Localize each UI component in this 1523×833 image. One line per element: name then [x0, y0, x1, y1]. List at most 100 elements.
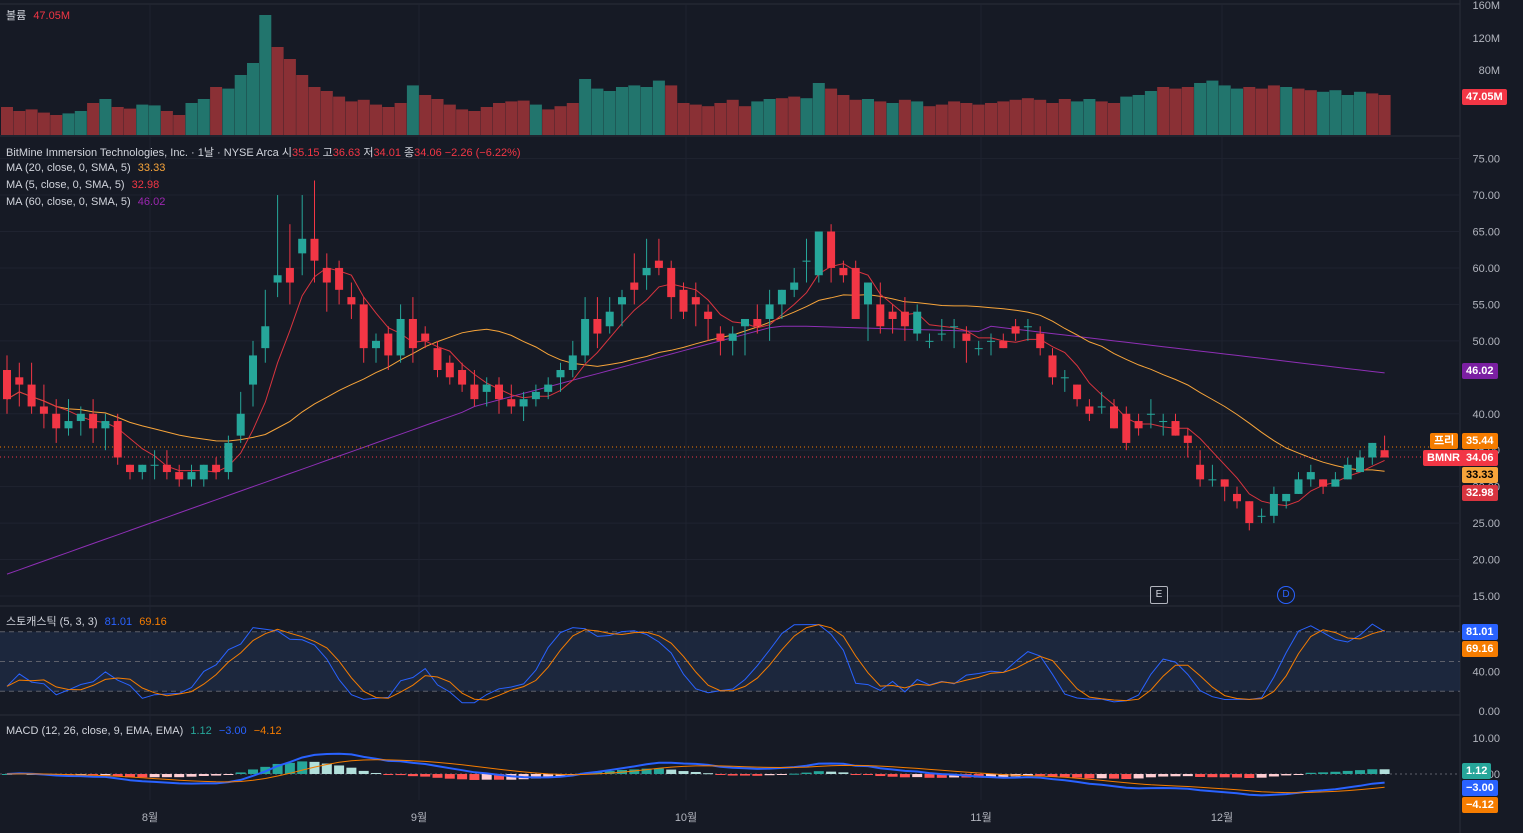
volume-bar — [111, 107, 124, 135]
volume-bar — [616, 87, 628, 135]
macd-histogram-bar — [186, 774, 197, 777]
volume-bar — [124, 108, 136, 135]
candle-body — [900, 311, 909, 327]
volume-bar — [1034, 99, 1047, 135]
volume-bar — [1243, 87, 1256, 135]
ma60-line — [6, 325, 1385, 575]
candle-body — [1368, 442, 1377, 458]
volume-bar — [406, 85, 419, 135]
candle-body — [519, 399, 528, 407]
volume-bar — [1144, 91, 1157, 135]
volume-bar — [788, 96, 801, 135]
candle-body — [876, 304, 885, 327]
candle-body — [335, 267, 344, 290]
candle-body — [1269, 493, 1278, 516]
stoch-d-line — [6, 624, 1385, 702]
volume-bar — [296, 75, 309, 135]
macd-histogram-bar — [1059, 774, 1070, 777]
low-label: 저 — [363, 147, 374, 159]
candle-body — [1134, 421, 1143, 429]
stoch-label: 스토캐스틱 (5, 3, 3) — [6, 616, 98, 628]
volume-bar — [333, 96, 346, 135]
stoch-k-line — [6, 623, 1385, 704]
candle-body — [347, 297, 356, 305]
volume-bar — [862, 99, 874, 135]
volume-bar — [1354, 91, 1366, 135]
macd-histogram-bar — [1281, 774, 1292, 776]
candle-body — [1183, 435, 1192, 443]
volume-bar — [800, 98, 813, 135]
price-tick-label: 20.00 — [1472, 555, 1500, 567]
candle-body — [285, 267, 294, 283]
macd-histogram-bar — [198, 774, 209, 776]
candle-body — [618, 297, 626, 305]
volume-bar — [1267, 85, 1280, 135]
macd-histogram-bar — [1232, 774, 1242, 778]
volume-bar — [136, 104, 149, 135]
candle-body — [1294, 479, 1303, 494]
volume-bar — [960, 103, 973, 135]
candle-body — [138, 464, 147, 473]
candle-body — [273, 275, 282, 283]
volume-bar — [923, 106, 936, 135]
volume-bar — [628, 85, 641, 135]
candle-body — [1171, 421, 1180, 436]
volume-bar — [50, 115, 63, 135]
volume-bar — [1341, 95, 1354, 135]
volume-bar — [911, 101, 924, 135]
volume-bar — [1046, 103, 1059, 135]
macd-histogram-bar — [1170, 774, 1181, 777]
macd-histogram-bar — [776, 774, 787, 775]
candle-body — [212, 464, 221, 473]
candle-body — [925, 340, 934, 342]
macd-histogram-bar — [740, 774, 750, 776]
pre-market-label-badge: 프리 — [1430, 433, 1459, 449]
month-label: 9월 — [411, 811, 427, 824]
macd-histogram-bar — [284, 762, 295, 774]
volume-bar — [1169, 88, 1182, 135]
macd-histogram-bar — [149, 774, 160, 778]
candle-body — [421, 333, 430, 341]
candle-body — [1380, 450, 1389, 458]
candle-body — [556, 370, 565, 378]
volume-bar — [62, 113, 75, 135]
volume-bar — [689, 104, 702, 135]
candle-body — [765, 304, 774, 319]
dividend-event-marker[interactable]: D — [1277, 586, 1295, 604]
volume-bar — [1329, 90, 1342, 135]
ma20-legend: MA (20, close, 0, SMA, 5) 33.33 — [6, 161, 169, 175]
macd-histogram-bar — [161, 774, 172, 778]
candle-body — [3, 370, 11, 400]
macd-histogram-bar — [813, 771, 824, 774]
month-label: 8월 — [142, 811, 158, 824]
macd-histogram-bar — [469, 774, 480, 780]
candle-body — [175, 472, 184, 480]
volume-bar — [579, 79, 592, 135]
candle-body — [359, 304, 368, 349]
macd-histogram-bar — [371, 772, 381, 774]
macd-histogram-bar — [875, 774, 886, 777]
volume-bar — [1009, 99, 1022, 135]
earnings-event-marker[interactable]: E — [1150, 586, 1168, 604]
candle-body — [52, 413, 61, 429]
volume-value: 47.05M — [33, 10, 71, 22]
macd-histogram-bar — [1330, 771, 1341, 774]
candle-body — [396, 318, 405, 356]
macd-histogram-bar — [826, 771, 837, 774]
candle-body — [950, 326, 959, 328]
candle-body — [372, 340, 380, 349]
macd-histogram-bar — [1293, 774, 1304, 775]
price-tick-label: 75.00 — [1472, 154, 1500, 166]
candle-body — [1208, 479, 1217, 481]
macd-histogram-bar — [1318, 772, 1329, 774]
volume-bar — [283, 59, 296, 135]
volume-bar — [345, 101, 358, 135]
symbol-name: BitMine Immersion Technologies, Inc. · 1… — [6, 147, 279, 159]
price-tick-label: 15.00 — [1472, 591, 1500, 603]
open-label: 시 — [281, 147, 292, 159]
candle-body — [667, 267, 676, 298]
stoch-d-badge: 69.16 — [1462, 641, 1498, 657]
macd-histogram-bar — [444, 774, 455, 779]
macd-tick-label: 10.00 — [1472, 733, 1500, 745]
